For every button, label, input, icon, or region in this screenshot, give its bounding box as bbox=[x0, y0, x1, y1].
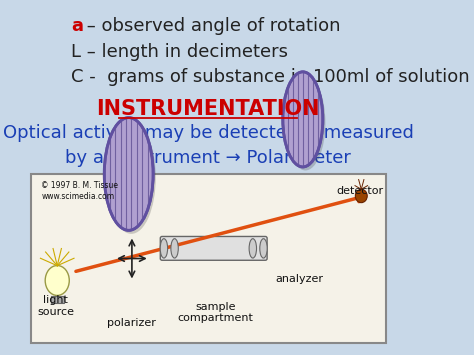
Ellipse shape bbox=[260, 239, 267, 258]
Text: INSTRUMENTATION: INSTRUMENTATION bbox=[97, 99, 320, 119]
FancyBboxPatch shape bbox=[51, 296, 64, 304]
Text: polarizer: polarizer bbox=[108, 318, 156, 328]
Ellipse shape bbox=[104, 118, 153, 230]
Text: © 1997 B. M. Tissue
www.scimedia.com: © 1997 B. M. Tissue www.scimedia.com bbox=[41, 181, 118, 201]
Text: light
source: light source bbox=[37, 295, 74, 317]
Ellipse shape bbox=[356, 189, 367, 203]
Text: analyzer: analyzer bbox=[275, 274, 323, 284]
Ellipse shape bbox=[45, 266, 69, 295]
FancyBboxPatch shape bbox=[160, 236, 267, 260]
Text: L – length in decimeters: L – length in decimeters bbox=[71, 43, 288, 61]
Text: C -  grams of substance in 100ml of solution: C - grams of substance in 100ml of solut… bbox=[71, 68, 470, 86]
Text: sample
compartment: sample compartment bbox=[178, 302, 254, 323]
Ellipse shape bbox=[107, 121, 156, 234]
Text: detector: detector bbox=[336, 186, 383, 196]
Ellipse shape bbox=[249, 239, 256, 258]
Ellipse shape bbox=[285, 75, 326, 170]
Ellipse shape bbox=[283, 72, 323, 167]
Ellipse shape bbox=[160, 239, 168, 258]
Text: by an instrument → Polarimeter: by an instrument → Polarimeter bbox=[65, 149, 351, 167]
Ellipse shape bbox=[171, 239, 178, 258]
FancyBboxPatch shape bbox=[30, 174, 386, 343]
Text: Optical activity may be detected & measured: Optical activity may be detected & measu… bbox=[3, 125, 414, 142]
Text: – observed angle of rotation: – observed angle of rotation bbox=[81, 17, 340, 35]
Text: a: a bbox=[71, 17, 83, 35]
